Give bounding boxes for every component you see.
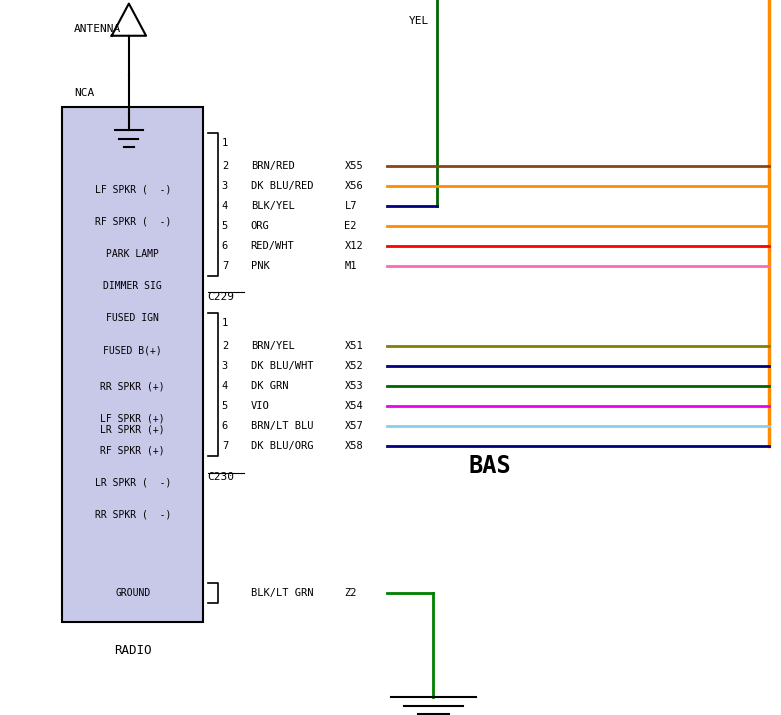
Text: ORG: ORG xyxy=(251,221,269,231)
FancyBboxPatch shape xyxy=(62,107,203,622)
Text: 6: 6 xyxy=(222,241,228,251)
Text: X56: X56 xyxy=(344,181,363,191)
Text: X55: X55 xyxy=(344,161,363,171)
Text: X54: X54 xyxy=(344,401,363,411)
Text: C229: C229 xyxy=(208,292,235,302)
Text: 7: 7 xyxy=(222,261,228,271)
Text: LF SPKR (+): LF SPKR (+) xyxy=(101,413,165,423)
Text: BLK/YEL: BLK/YEL xyxy=(251,201,294,211)
Text: PARK LAMP: PARK LAMP xyxy=(106,249,159,259)
Text: RADIO: RADIO xyxy=(114,644,152,656)
Text: LR SPKR (+): LR SPKR (+) xyxy=(101,424,165,434)
Text: X57: X57 xyxy=(344,421,363,431)
Text: X12: X12 xyxy=(344,241,363,251)
Text: 4: 4 xyxy=(222,381,228,391)
Text: PNK: PNK xyxy=(251,261,269,271)
Text: 2: 2 xyxy=(222,341,228,351)
Text: LF SPKR (  -): LF SPKR ( -) xyxy=(95,184,171,194)
Text: BRN/YEL: BRN/YEL xyxy=(251,341,294,351)
Text: DK BLU/WHT: DK BLU/WHT xyxy=(251,361,313,371)
Text: BRN/LT BLU: BRN/LT BLU xyxy=(251,421,313,431)
Text: 6: 6 xyxy=(222,421,228,431)
Text: RED/WHT: RED/WHT xyxy=(251,241,294,251)
Text: RR SPKR (  -): RR SPKR ( -) xyxy=(95,510,171,520)
Text: 2: 2 xyxy=(222,161,228,171)
Text: 3: 3 xyxy=(222,181,228,191)
Text: FUSED B(+): FUSED B(+) xyxy=(103,345,162,355)
Text: 1: 1 xyxy=(222,138,228,148)
Text: 1: 1 xyxy=(222,318,228,328)
Text: 4: 4 xyxy=(222,201,228,211)
Text: X53: X53 xyxy=(344,381,363,391)
Text: DIMMER SIG: DIMMER SIG xyxy=(103,281,162,291)
Text: LR SPKR (  -): LR SPKR ( -) xyxy=(95,478,171,488)
Text: RR SPKR (+): RR SPKR (+) xyxy=(101,381,165,391)
Text: NCA: NCA xyxy=(74,88,95,98)
Text: BAS: BAS xyxy=(469,454,512,478)
Text: X52: X52 xyxy=(344,361,363,371)
Text: 3: 3 xyxy=(222,361,228,371)
Text: DK GRN: DK GRN xyxy=(251,381,288,391)
Text: X51: X51 xyxy=(344,341,363,351)
Text: VIO: VIO xyxy=(251,401,269,411)
Text: DK BLU/RED: DK BLU/RED xyxy=(251,181,313,191)
Text: E2: E2 xyxy=(344,221,357,231)
Text: YEL: YEL xyxy=(409,16,430,26)
Text: C230: C230 xyxy=(208,472,235,482)
Text: X58: X58 xyxy=(344,441,363,451)
Text: RF SPKR (  -): RF SPKR ( -) xyxy=(95,217,171,227)
Text: 5: 5 xyxy=(222,221,228,231)
Text: RF SPKR (+): RF SPKR (+) xyxy=(101,445,165,455)
Text: DK BLU/ORG: DK BLU/ORG xyxy=(251,441,313,451)
Text: L7: L7 xyxy=(344,201,357,211)
Text: 5: 5 xyxy=(222,401,228,411)
Text: M1: M1 xyxy=(344,261,357,271)
Text: Z2: Z2 xyxy=(344,588,357,598)
Text: 7: 7 xyxy=(222,441,228,451)
Text: ANTENNA: ANTENNA xyxy=(74,24,121,34)
Text: GROUND: GROUND xyxy=(115,588,151,598)
Text: BRN/RED: BRN/RED xyxy=(251,161,294,171)
Text: BLK/LT GRN: BLK/LT GRN xyxy=(251,588,313,598)
Text: FUSED IGN: FUSED IGN xyxy=(106,313,159,323)
